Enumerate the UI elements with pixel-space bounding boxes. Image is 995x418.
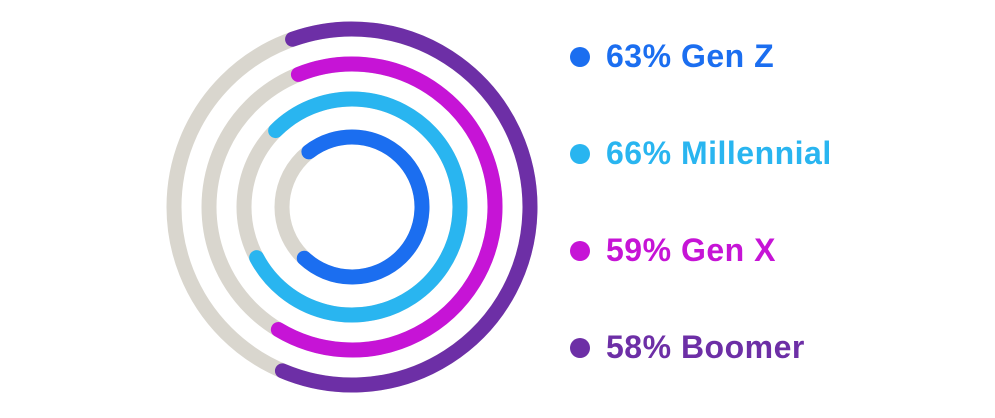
legend-item-boomer: 58% Boomer (570, 299, 832, 396)
ring-arc-gen-x (270, 56, 503, 358)
ring-arc-millennial (249, 91, 468, 323)
legend-dot-boomer (570, 337, 590, 358)
ring-arc-gen-z (296, 129, 430, 285)
legend-label-millennial: 66% Millennial (606, 135, 832, 171)
legend-label-gen-z: 63% Gen Z (606, 38, 775, 74)
legend-item-gen-x: 59% Gen X (570, 202, 832, 299)
ring-arc-boomer (274, 21, 538, 393)
legend-dot-gen-z (570, 46, 590, 67)
legend-item-gen-z: 63% Gen Z (570, 8, 832, 105)
legend: 63% Gen Z 66% Millennial 59% Gen X 58% B… (570, 8, 832, 396)
legend-dot-millennial (570, 143, 590, 164)
legend-label-boomer: 58% Boomer (606, 329, 805, 365)
legend-dot-gen-x (570, 240, 590, 261)
legend-item-millennial: 66% Millennial (570, 105, 832, 202)
legend-label-gen-x: 59% Gen X (606, 232, 776, 268)
